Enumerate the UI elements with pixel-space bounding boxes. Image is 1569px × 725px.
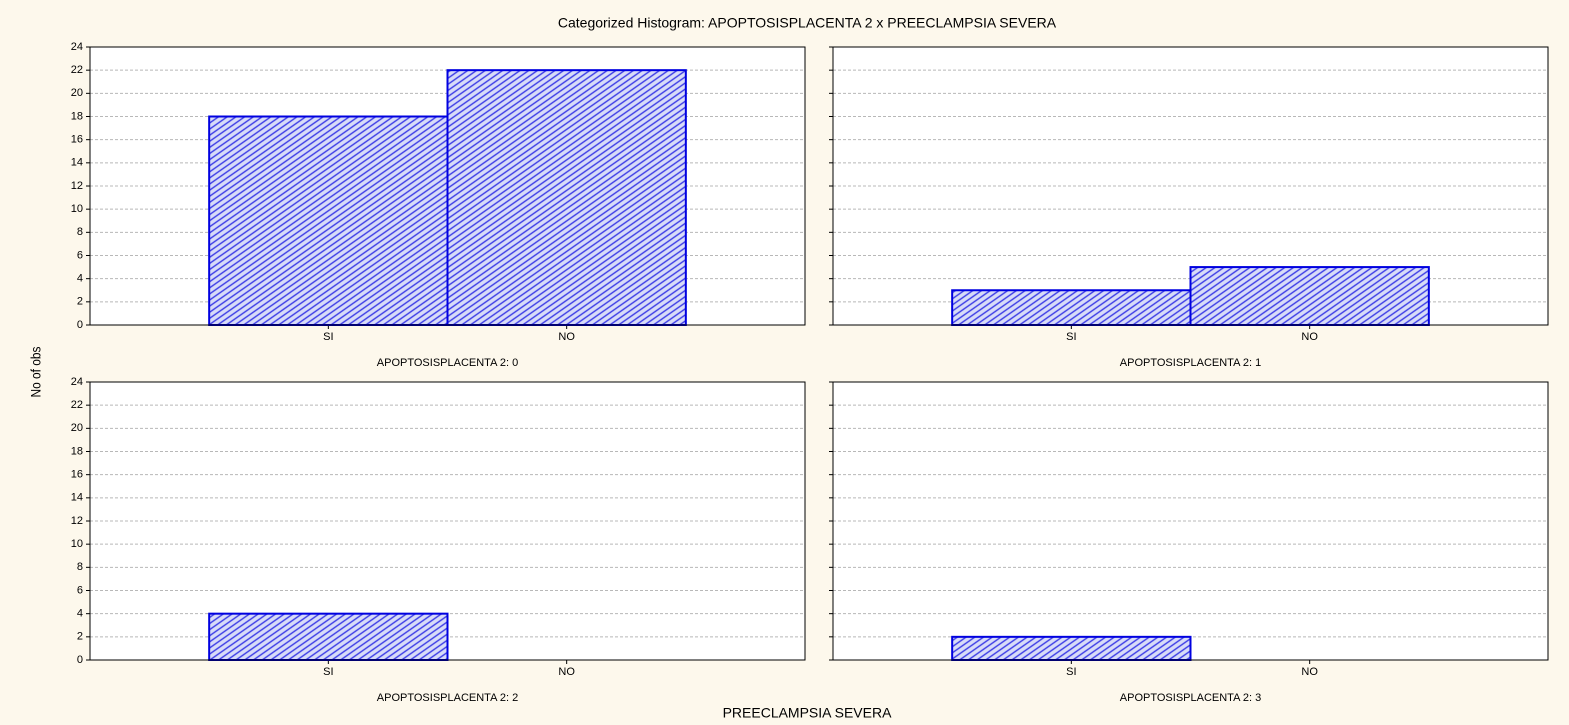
bar xyxy=(951,289,1192,326)
plot-frame xyxy=(89,381,806,661)
plot-frame xyxy=(89,46,806,326)
panel-title: APOPTOSISPLACENTA 2: 0 xyxy=(377,357,518,369)
panel-title: APOPTOSISPLACENTA 2: 3 xyxy=(1120,692,1261,704)
bar xyxy=(208,115,449,326)
bar xyxy=(208,612,449,662)
y-tick-label: 18 xyxy=(71,110,83,122)
y-tick-label: 14 xyxy=(71,492,83,504)
y-tick-label: 16 xyxy=(71,134,83,146)
y-tick-label: 18 xyxy=(71,445,83,457)
y-tick-label: 2 xyxy=(77,296,83,308)
panel-title: APOPTOSISPLACENTA 2: 2 xyxy=(377,692,518,704)
y-tick-label: 6 xyxy=(77,249,83,261)
x-tick-label: SI xyxy=(323,331,333,343)
x-tick-label: SI xyxy=(1066,666,1076,678)
plot-frame xyxy=(832,381,1549,661)
y-tick-label: 24 xyxy=(71,376,83,388)
y-tick-label: 0 xyxy=(77,654,83,666)
y-tick-label: 8 xyxy=(77,561,83,573)
x-tick-label: SI xyxy=(323,666,333,678)
bar xyxy=(446,69,687,326)
y-tick-label: 10 xyxy=(71,538,83,550)
y-axis-title: No of obs xyxy=(28,346,44,397)
y-tick-label: 20 xyxy=(71,422,83,434)
x-tick-label: NO xyxy=(1301,331,1318,343)
y-tick-label: 12 xyxy=(71,180,83,192)
y-tick-label: 0 xyxy=(77,319,83,331)
y-tick-label: 4 xyxy=(77,273,83,285)
y-tick-label: 10 xyxy=(71,203,83,215)
y-tick-label: 20 xyxy=(71,87,83,99)
x-tick-label: NO xyxy=(1301,666,1318,678)
x-axis-title: PREECLAMPSIA SEVERA xyxy=(723,705,893,721)
x-tick-label: NO xyxy=(558,331,575,343)
plot-frame xyxy=(832,46,1549,326)
y-tick-label: 2 xyxy=(77,631,83,643)
chart-title: Categorized Histogram: APOPTOSISPLACENTA… xyxy=(558,15,1057,31)
y-tick-label: 14 xyxy=(71,157,83,169)
y-tick-label: 24 xyxy=(71,41,83,53)
panel-title: APOPTOSISPLACENTA 2: 1 xyxy=(1120,357,1261,369)
y-tick-label: 12 xyxy=(71,515,83,527)
bar xyxy=(951,635,1192,661)
y-tick-label: 22 xyxy=(71,399,83,411)
y-tick-label: 6 xyxy=(77,584,83,596)
x-tick-label: SI xyxy=(1066,331,1076,343)
y-tick-label: 16 xyxy=(71,469,83,481)
y-tick-label: 22 xyxy=(71,64,83,76)
bar xyxy=(1189,266,1430,327)
y-tick-label: 4 xyxy=(77,608,83,620)
y-tick-label: 8 xyxy=(77,226,83,238)
x-tick-label: NO xyxy=(558,666,575,678)
